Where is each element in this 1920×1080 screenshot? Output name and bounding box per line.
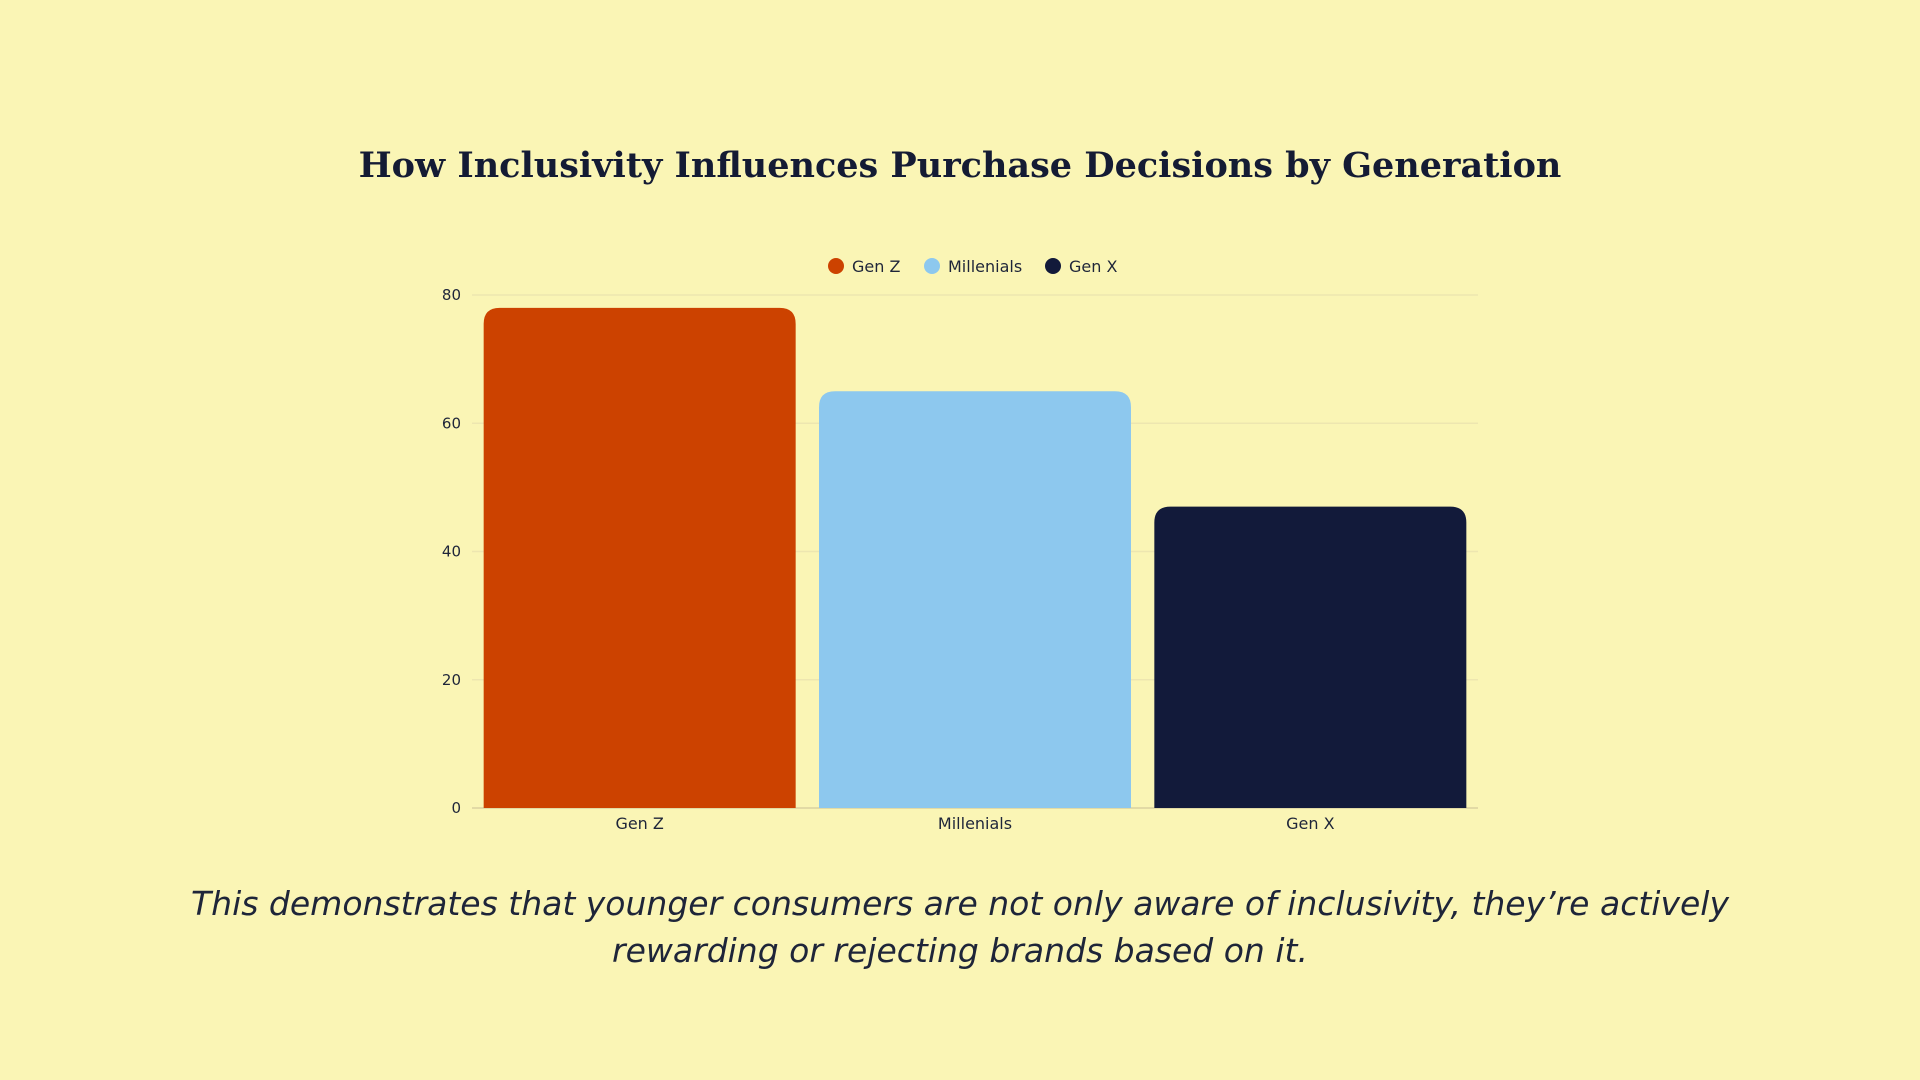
chart-title: How Inclusivity Influences Purchase Deci… xyxy=(358,145,1562,186)
y-tick-label: 20 xyxy=(442,671,461,689)
y-tick-label: 0 xyxy=(451,799,461,817)
bars xyxy=(483,307,1467,808)
bar-gen-z xyxy=(483,307,796,808)
legend-swatch xyxy=(828,258,844,274)
legend: Gen Z Millenials Gen X xyxy=(828,257,1117,276)
x-tick-label: Gen X xyxy=(1286,814,1334,833)
y-tick-label: 80 xyxy=(442,286,461,304)
x-axis: Gen Z Millenials Gen X xyxy=(615,814,1334,833)
y-tick-label: 40 xyxy=(442,543,461,561)
x-tick-label: Millenials xyxy=(938,814,1012,833)
y-axis: 0 20 40 60 80 xyxy=(442,286,461,817)
legend-label: Gen Z xyxy=(852,257,900,276)
legend-label: Millenials xyxy=(948,257,1022,276)
caption-text: This demonstrates that younger consumers… xyxy=(191,884,1729,970)
x-tick-label: Gen Z xyxy=(615,814,663,833)
bar-gen-x xyxy=(1154,506,1467,808)
legend-swatch xyxy=(924,258,940,274)
y-tick-label: 60 xyxy=(442,414,461,432)
bar-millenials xyxy=(819,391,1131,808)
bar-chart: 0 20 40 60 80 Gen Z Millenials Gen X Gen Z Mill… xyxy=(442,257,1478,833)
legend-swatch xyxy=(1045,258,1061,274)
legend-label: Gen X xyxy=(1069,257,1117,276)
